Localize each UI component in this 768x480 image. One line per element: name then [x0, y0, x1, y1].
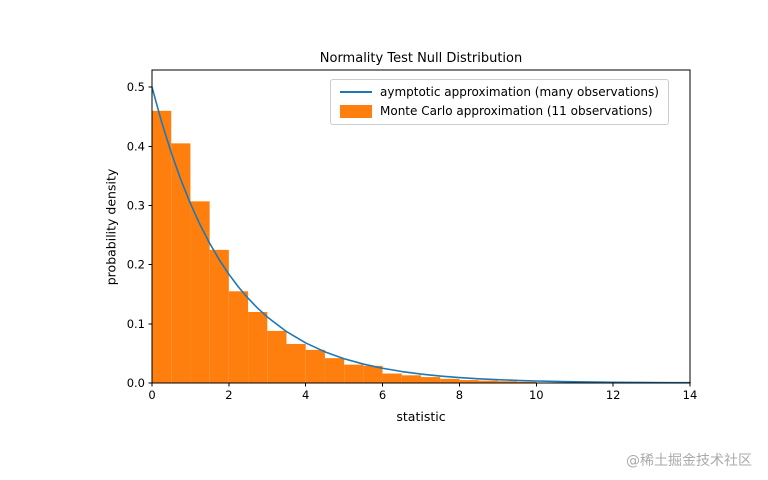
- x-axis-label: statistic: [396, 409, 446, 424]
- line-series: [151, 86, 691, 384]
- histogram-bar: [459, 380, 479, 383]
- x-tick-label: 10: [529, 388, 544, 402]
- y-tick-label: 0.3: [127, 198, 145, 212]
- legend: aymptotic approximation (many observatio…: [330, 79, 669, 125]
- y-tick-label: 0.1: [127, 317, 145, 331]
- histogram-bar: [440, 378, 460, 383]
- plot-border: [151, 69, 691, 384]
- legend-entry-line: aymptotic approximation (many observatio…: [340, 85, 659, 99]
- y-axis-label: probability density: [103, 168, 119, 286]
- histogram-bar: [382, 373, 402, 383]
- histogram-bar: [363, 365, 383, 383]
- legend-label-histogram: Monte Carlo approximation (11 observatio…: [380, 104, 653, 118]
- legend-label-line: aymptotic approximation (many observatio…: [380, 85, 659, 99]
- y-tick-label: 0.4: [127, 139, 145, 153]
- histogram-bar: [305, 349, 325, 383]
- histogram-bar: [286, 343, 306, 383]
- histogram-bar: [344, 364, 364, 383]
- x-tick-label: 8: [456, 388, 463, 402]
- histogram-bar: [171, 143, 191, 383]
- histogram-bar: [478, 380, 498, 383]
- histogram-bar: [209, 249, 229, 383]
- y-tick-label: 0.5: [127, 80, 145, 94]
- histogram-bar: [190, 201, 210, 383]
- histogram-bar: [152, 110, 172, 384]
- histogram-bar: [401, 375, 421, 383]
- x-tick-label: 14: [683, 388, 698, 402]
- x-tick-label: 0: [148, 388, 155, 402]
- line-swatch-icon: [340, 91, 372, 93]
- x-tick-label: 2: [225, 388, 232, 402]
- x-tick-label: 4: [302, 388, 309, 402]
- histogram-bar: [497, 381, 518, 383]
- histogram-bar: [324, 358, 345, 383]
- x-tick-label: 12: [606, 388, 621, 402]
- legend-entry-histogram: Monte Carlo approximation (11 observatio…: [340, 104, 659, 118]
- y-tick-label: 0.2: [127, 258, 145, 272]
- chart-title: Normality Test Null Distribution: [319, 51, 523, 66]
- histogram-swatch-icon: [340, 104, 372, 118]
- histogram-bar: [517, 381, 537, 383]
- histogram-bar: [421, 377, 441, 383]
- y-axis-ticks: 0.0 0.1 0.2 0.3 0.4 0.5: [127, 80, 152, 390]
- histogram-bar: [228, 291, 249, 383]
- histogram-bars: [152, 110, 537, 384]
- watermark: @稀土掘金技术社区: [626, 453, 752, 469]
- histogram-bar: [248, 311, 268, 383]
- x-axis-ticks: 0 2 4 6 8 10 12 14: [148, 383, 697, 402]
- x-tick-label: 6: [379, 388, 386, 402]
- y-tick-label: 0.0: [127, 376, 145, 390]
- histogram-bar: [267, 330, 287, 383]
